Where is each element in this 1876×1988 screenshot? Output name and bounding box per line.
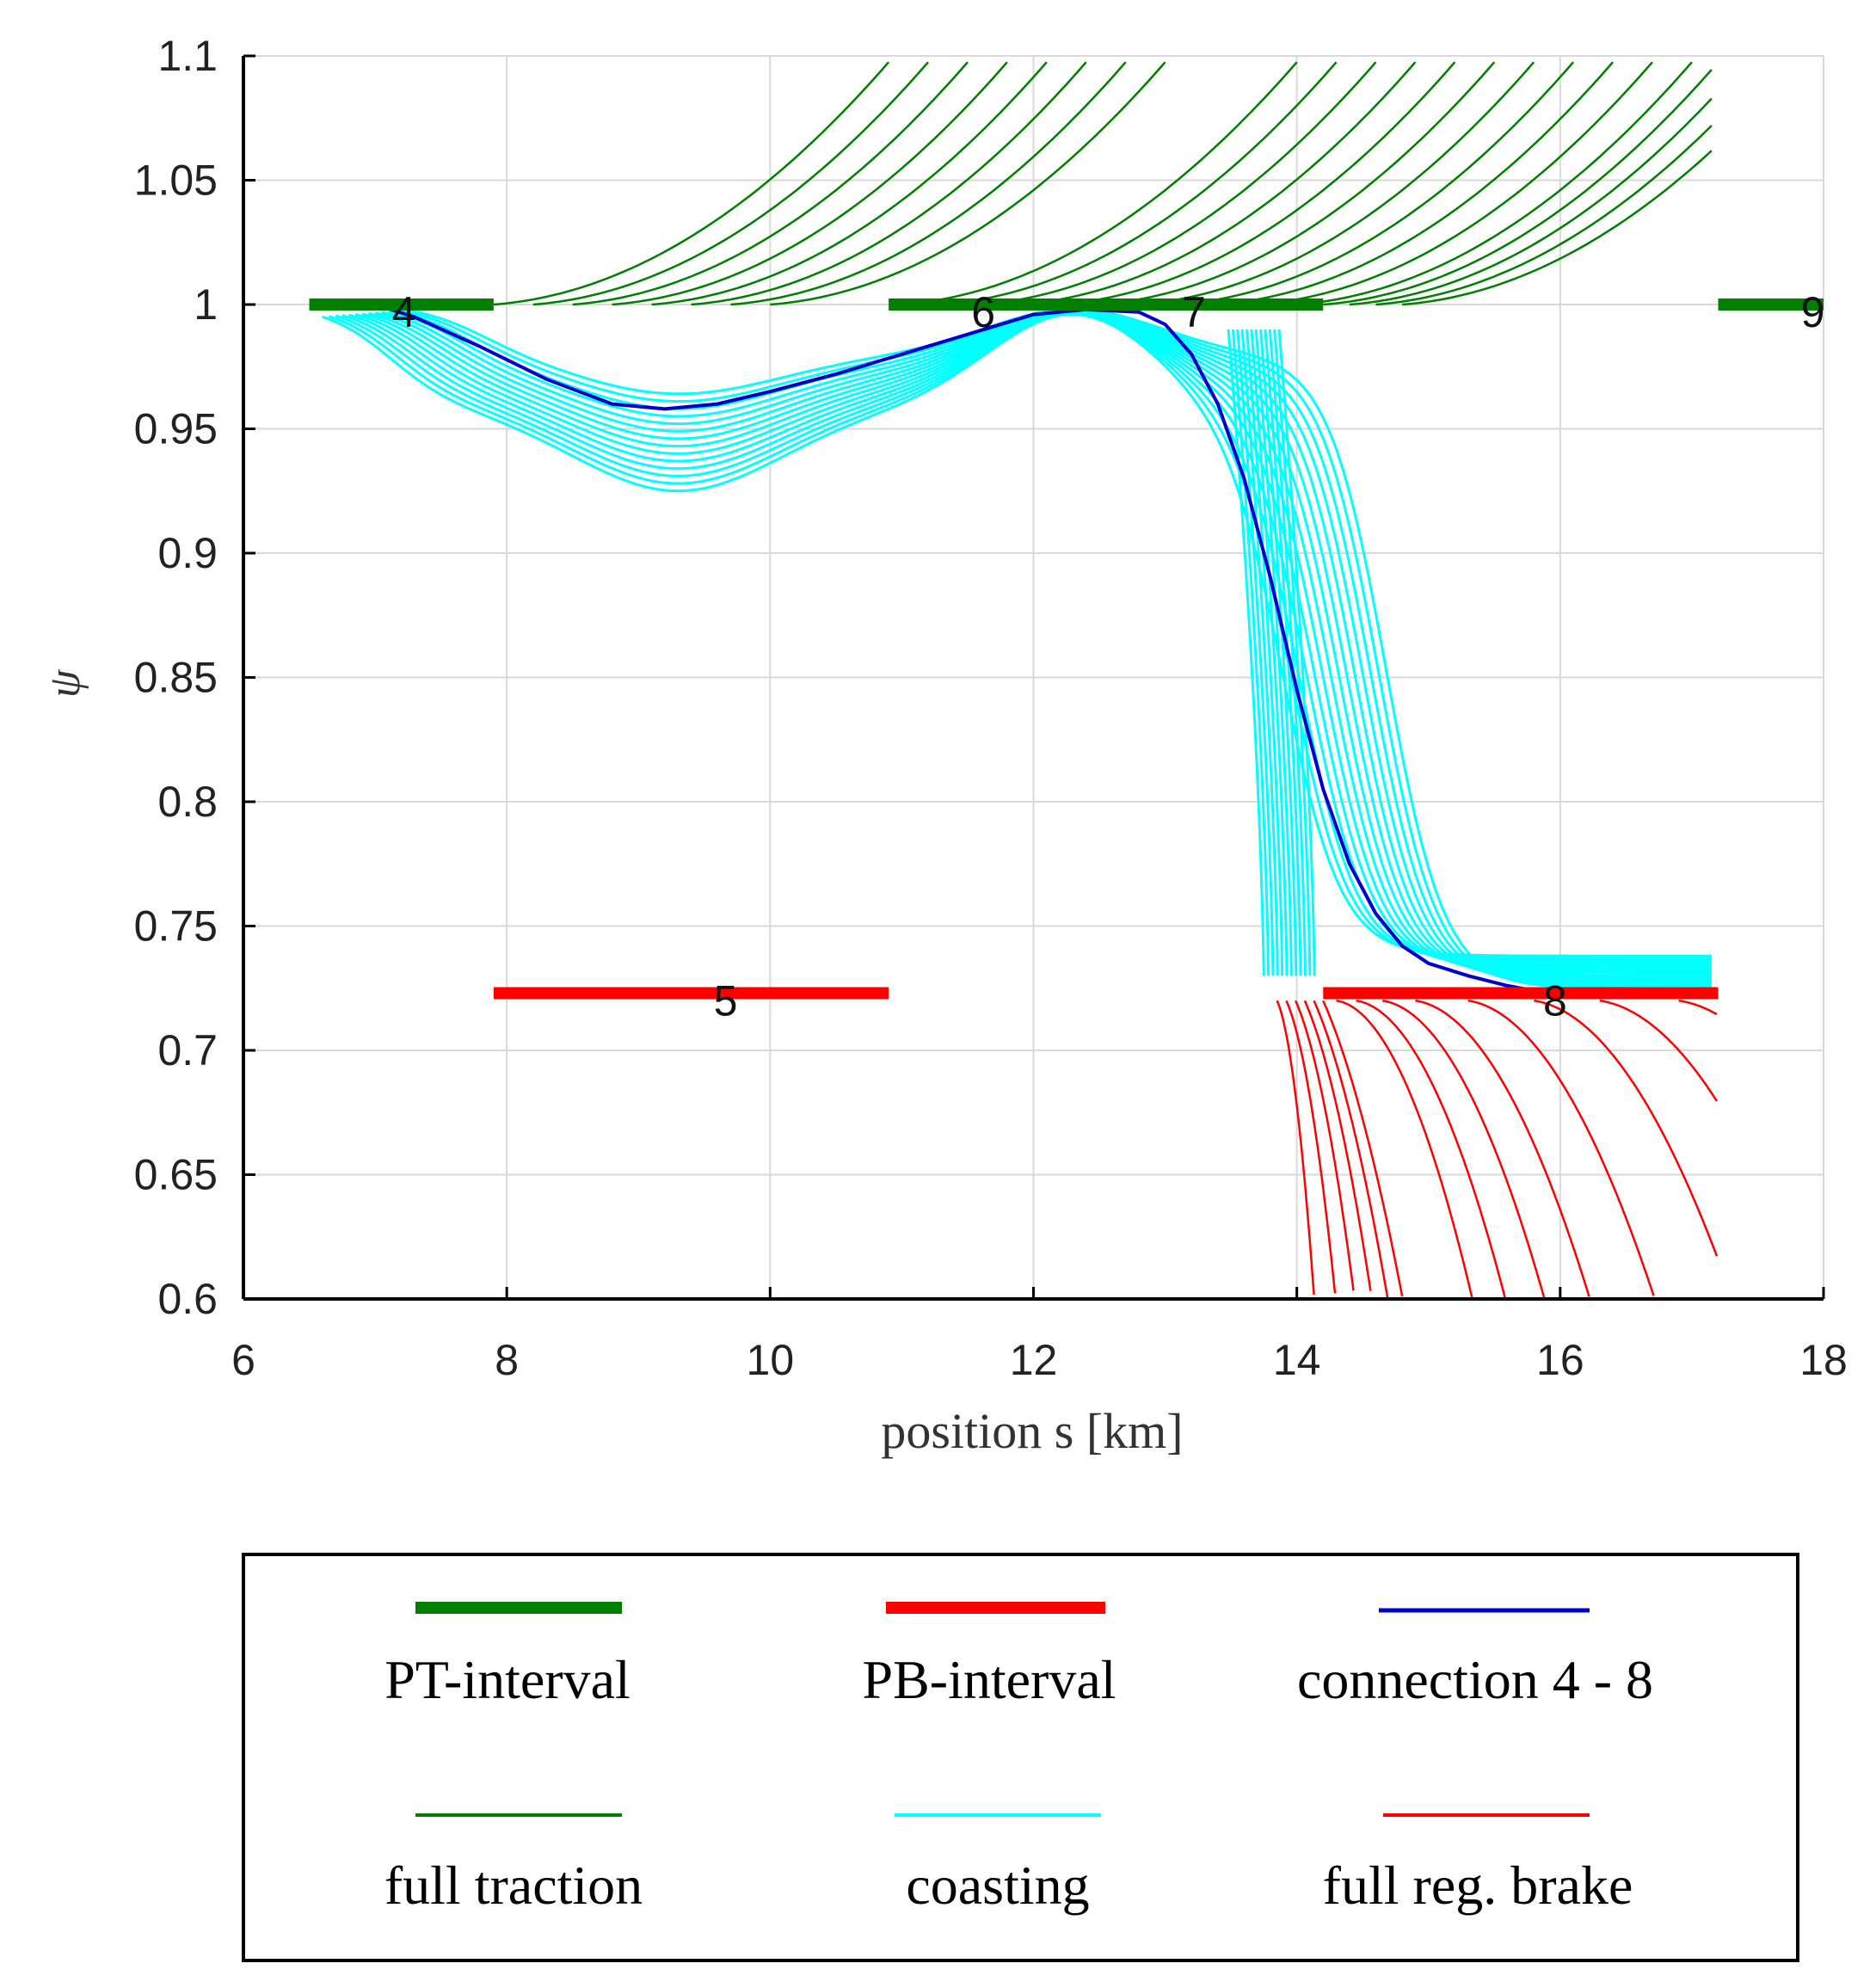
- full-traction-curve: [1178, 61, 1575, 306]
- full-reg-brake-curve: [1678, 999, 1718, 1016]
- full-reg-brake-curve: [1322, 1000, 1404, 1297]
- pt-interval-label: 7: [1182, 288, 1206, 336]
- full-reg-brake-curve: [1415, 999, 1590, 1297]
- coasting-curve: [1254, 329, 1293, 976]
- pb-interval-label: 5: [714, 977, 738, 1025]
- full-traction-curve: [730, 61, 1127, 306]
- legend-label-full-reg-brake: full reg. brake: [1323, 1855, 1633, 1916]
- x-tick-label: 18: [1799, 1336, 1848, 1384]
- legend-label-pt-interval: PT-interval: [384, 1649, 630, 1710]
- legend-box: [242, 1553, 1799, 1962]
- coasting-curve: [1268, 329, 1307, 976]
- pt-interval-label: 6: [971, 288, 995, 336]
- x-tick-label: 10: [747, 1336, 795, 1384]
- full-reg-brake-curve: [1467, 999, 1655, 1296]
- x-axis-label: position s [km]: [881, 1403, 1183, 1459]
- coasting-curve: [1259, 329, 1298, 976]
- y-axis-label: ψ: [40, 668, 89, 698]
- curves: [322, 61, 1719, 1299]
- coasting-curve: [1236, 329, 1275, 976]
- y-tick-label: 0.9: [157, 529, 218, 577]
- full-reg-brake-curve: [1381, 999, 1546, 1299]
- full-reg-brake-curve: [1303, 1000, 1372, 1291]
- intervals: 4 6 7 9 5 8: [309, 288, 1825, 1025]
- y-tick-label: 0.75: [134, 902, 218, 951]
- full-traction-curve: [1060, 61, 1456, 306]
- full-traction-curve: [1020, 61, 1417, 306]
- y-tick-label: 0.85: [134, 654, 218, 702]
- full-reg-brake-curve: [1336, 999, 1473, 1298]
- legend-label-coasting: coasting: [906, 1855, 1089, 1916]
- full-reg-brake-curve: [1599, 999, 1719, 1102]
- y-tick-label: 0.8: [157, 778, 218, 826]
- full-traction-curve: [1217, 61, 1615, 306]
- full-traction-curve: [1375, 125, 1713, 306]
- y-tick-label: 1.05: [134, 157, 218, 205]
- full-traction-curve: [493, 61, 890, 306]
- full-traction-curve: [1257, 61, 1653, 306]
- coasting-curve: [1277, 329, 1316, 976]
- full-traction-curve: [691, 61, 1087, 306]
- coasting-curve: [1273, 329, 1312, 976]
- full-traction-curve: [651, 61, 1048, 306]
- y-tick-label: 0.6: [157, 1275, 218, 1323]
- full-traction-curve: [1138, 61, 1535, 306]
- full-traction-curve: [532, 61, 929, 306]
- full-traction-curve: [1323, 69, 1713, 306]
- full-traction-curve: [770, 61, 1166, 306]
- full-reg-brake-curve: [1313, 1000, 1389, 1299]
- y-tick-label: 0.65: [134, 1151, 218, 1199]
- full-traction-curve: [612, 61, 1008, 306]
- legend-label-connection: connection 4 - 8: [1297, 1649, 1653, 1710]
- full-reg-brake-curve: [1276, 1000, 1315, 1296]
- full-reg-brake-curve: [1285, 1000, 1337, 1294]
- full-reg-brake-curve: [1534, 999, 1719, 1257]
- full-traction-curve: [1402, 150, 1713, 306]
- full-traction-curve: [901, 61, 1298, 306]
- pt-interval-label: 4: [392, 288, 416, 336]
- x-tick-label: 6: [231, 1336, 255, 1384]
- coasting-curve: [1250, 329, 1289, 976]
- legend: PT-interval PB-interval connection 4 - 8…: [242, 1553, 1799, 1962]
- x-tick-label: 16: [1536, 1336, 1584, 1384]
- coasting-curve: [1246, 329, 1284, 976]
- y-tick-label: 1: [194, 280, 218, 329]
- x-tick-label: 12: [1010, 1336, 1058, 1384]
- coasting-curve: [1240, 329, 1279, 976]
- full-traction-curve: [572, 61, 969, 306]
- y-tick-label: 0.95: [134, 405, 218, 453]
- x-tick-label: 14: [1273, 1336, 1321, 1384]
- full-traction-curve: [1098, 61, 1496, 306]
- coasting-curve: [1231, 329, 1270, 976]
- y-tick-label: 1.1: [157, 32, 218, 80]
- axes: 6 8 10 12 14 16 180.60.650.70.750.80.850.90.95…: [134, 32, 1848, 1384]
- full-reg-brake-curve: [1356, 999, 1506, 1298]
- x-tick-label: 8: [495, 1336, 519, 1384]
- full-traction-curve: [1349, 97, 1713, 306]
- full-traction-curve: [1296, 61, 1693, 306]
- y-tick-label: 0.7: [157, 1026, 218, 1074]
- coasting-curve: [1227, 329, 1265, 976]
- legend-label-full-traction: full traction: [384, 1855, 643, 1916]
- full-traction-curve: [941, 61, 1338, 306]
- legend-label-pb-interval: PB-interval: [862, 1649, 1116, 1710]
- pb-interval-label: 8: [1543, 977, 1567, 1025]
- connection-curve: [374, 303, 1535, 993]
- pt-interval-label: 9: [1801, 288, 1825, 336]
- full-traction-curve: [981, 61, 1377, 306]
- full-reg-brake-curve: [1294, 1000, 1355, 1291]
